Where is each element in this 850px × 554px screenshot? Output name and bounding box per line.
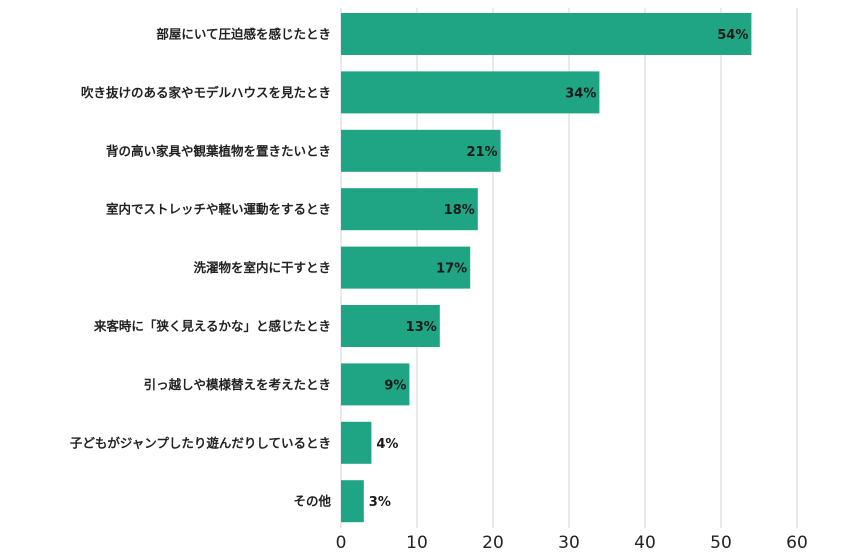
value-label: 4% <box>376 437 398 452</box>
value-label: 34% <box>565 86 596 101</box>
category-label: 来客時に「狭く見えるかな」と感じたとき <box>93 319 331 334</box>
category-label: 引っ越しや模様替えを考えたとき <box>144 377 331 392</box>
bar <box>341 71 600 114</box>
value-label: 9% <box>384 378 406 393</box>
x-tick-label: 40 <box>634 533 656 553</box>
category-label: 室内でストレッチや軽い運動をするとき <box>106 202 331 217</box>
value-label: 21% <box>466 145 497 160</box>
category-label: 部屋にいて圧迫感を感じたとき <box>156 27 331 42</box>
value-label: 54% <box>717 28 748 43</box>
bar <box>341 129 501 172</box>
category-label: 背の高い家具や観葉植物を置きたいとき <box>106 143 331 158</box>
bar <box>341 13 752 55</box>
category-labels: 部屋にいて圧迫感を感じたとき吹き抜けのある家やモデルハウスを見たとき背の高い家具… <box>70 27 332 509</box>
value-label: 17% <box>436 262 467 277</box>
x-tick-label: 0 <box>336 533 347 553</box>
x-axis-tick-labels: 0 10 20 30 40 50 60 <box>336 533 808 553</box>
bar <box>341 480 364 523</box>
bar <box>341 246 471 289</box>
x-tick-label: 30 <box>558 533 580 553</box>
x-tick-label: 60 <box>786 533 808 553</box>
bar <box>341 363 410 406</box>
bar <box>341 305 440 347</box>
x-tick-label: 10 <box>406 533 428 553</box>
bar <box>341 188 478 231</box>
category-label: 子どもがジャンプしたり遊んだりしているとき <box>70 435 331 450</box>
value-label: 13% <box>406 320 437 335</box>
value-label: 18% <box>444 203 475 218</box>
bar <box>341 421 372 464</box>
x-tick-label: 20 <box>482 533 504 553</box>
category-label: 洗濯物を室内に干すとき <box>193 260 331 275</box>
value-label: 3% <box>369 495 391 510</box>
x-tick-label: 50 <box>710 533 732 553</box>
value-labels: 54% 34% 21% 18% 17% 13% 9% 4% 3% <box>369 28 749 510</box>
category-label: その他 <box>293 494 331 509</box>
category-label: 吹き抜けのある家やモデルハウスを見たとき <box>81 85 331 100</box>
bars <box>341 13 752 523</box>
